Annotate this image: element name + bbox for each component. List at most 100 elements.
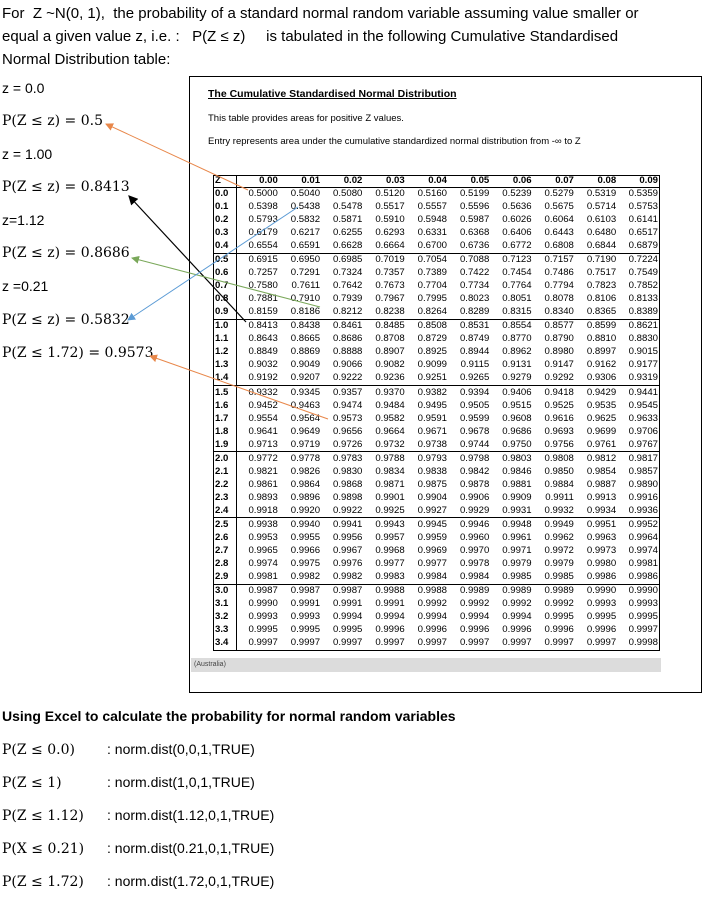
table-cell: 0.8438 [290,320,321,332]
table-cell: 0.9996 [375,624,405,636]
table-cell: 0.9370 [375,386,405,398]
table-cell: 0.9798 [459,452,490,464]
table-row: 2.3 0.9893 0.9896 0.9898 0.9901 0.9904 0.9906 0… [213,491,660,505]
table-cell: 0.8729 [417,333,447,345]
z-table: Z 0.00 0.01 0.02 0.03 0.04 0.05 0.06 0.07 0.08 0.0… [213,175,660,651]
table-cell: 0.9599 [459,412,490,424]
table-cell: 0.9993 [248,611,278,623]
table-cell: 0.9826 [290,465,321,477]
table-cell: 0.9936 [617,504,660,519]
excel-row: P(Z ≤ 1.12): norm.dist(1.12,0,1,TRUE) [2,807,274,824]
z-row-label: 1.1 [213,332,237,346]
table-cell: 0.8708 [375,333,405,345]
table-row: 2.5 0.9938 0.9940 0.9941 0.9943 0.9945 0.9946 0… [213,517,660,532]
table-cell: 0.9015 [628,346,658,358]
table-cell: 0.9406 [502,386,532,398]
table-cell: 0.9871 [375,478,405,490]
table-cell: 0.5714 [586,201,617,213]
table-cell: 0.5871 [333,214,363,226]
table-cell: 0.9959 [417,531,447,543]
table-cell: 0.5793 [248,214,278,226]
table-cell: 0.8869 [290,346,321,358]
table-cell: 0.9920 [278,504,322,519]
excel-formula: : norm.dist(1,0,1,TRUE) [107,774,255,790]
table-cell: 0.8749 [459,333,490,345]
table-cell: 0.9147 [544,359,574,371]
table-cell: 0.9985 [532,570,575,585]
table-cell: 0.6554 [236,239,279,254]
intro-paragraph: For Z ~N(0, 1), the probability of a sta… [2,2,702,71]
table-cell: 0.9625 [586,412,617,424]
table-cell: 0.9756 [532,438,575,453]
label-z-0: z = 0.0 [2,80,45,96]
table-cell: 0.9956 [333,531,363,543]
table-cell: 0.5675 [544,201,574,213]
table-cell: 0.5080 [333,188,363,200]
table-cell: 0.8508 [417,320,447,332]
table-cell: 0.8340 [532,305,575,320]
table-row: 0.6 0.7257 0.7291 0.7324 0.7357 0.7389 0.7422 0… [213,266,660,280]
z-row-label: 0.4 [213,239,237,254]
z-row-label: 0.8 [213,292,237,306]
table-cell: 0.8264 [405,305,448,320]
table-row: 2.7 0.9965 0.9966 0.9967 0.9968 0.9969 0.9970 0… [213,544,660,558]
table-cell: 0.9884 [544,478,574,490]
label-z-1-12: z=1.12 [2,212,45,228]
table-cell: 0.9995 [248,624,278,636]
table-cell: 0.9292 [532,371,575,387]
table-cell: 0.9904 [417,491,447,503]
table-cell: 0.8830 [628,333,658,345]
table-cell: 0.9989 [502,585,532,597]
table-cell: 0.9996 [417,624,447,636]
table-cell: 0.9995 [628,611,658,623]
z-row-label: 0.0 [213,187,237,201]
table-cell: 0.9878 [459,478,490,490]
table-cell: 0.9854 [586,465,617,477]
table-cell: 0.9995 [586,611,617,623]
table-cell: 0.9875 [417,478,447,490]
table-cell: 0.9251 [405,371,448,387]
table-cell: 0.9949 [544,518,574,530]
table-cell: 0.6664 [363,239,406,254]
table-cell: 0.9582 [375,412,405,424]
table-cell: 0.9992 [544,598,574,610]
table-cell: 0.5279 [544,188,574,200]
table-cell: 0.8665 [290,333,321,345]
table-cell: 0.6915 [248,254,278,266]
table-cell: 0.9994 [459,611,490,623]
table-row: 2.4 0.9918 0.9920 0.9922 0.9925 0.9927 0.9929 0… [213,504,660,519]
table-row: 2.1 0.9821 0.9826 0.9830 0.9834 0.9838 0.9842 0… [213,465,660,479]
table-cell: 0.9957 [375,531,405,543]
table-cell: 0.9898 [333,491,363,503]
table-cell: 0.9995 [333,624,363,636]
table-cell: 0.6591 [278,239,322,254]
z-table-column-header: 0.03 [363,175,406,188]
table-row: 1.1 0.8643 0.8665 0.8686 0.8708 0.8729 0.8749 0… [213,332,660,346]
table-cell: 0.9484 [375,399,405,411]
table-cell: 0.8315 [490,305,533,320]
table-cell: 0.9778 [290,452,321,464]
label-p-0-8413: P(Z ≤ z) = 0.8413 [2,179,130,195]
table-cell: 0.9732 [363,438,406,453]
table-cell: 0.9997 [574,636,618,651]
table-cell: 0.5596 [459,201,490,213]
table-cell: 0.7123 [502,254,532,266]
table-cell: 0.5478 [333,201,363,213]
table-cell: 0.9893 [248,491,278,503]
table-cell: 0.9906 [459,491,490,503]
table-cell: 0.7019 [375,254,405,266]
table-cell: 0.9319 [617,371,660,387]
table-cell: 0.9945 [417,518,447,530]
table-cell: 0.7580 [248,280,278,292]
table-row: 1.7 0.9554 0.9564 0.9573 0.9582 0.9591 0.9599 0… [213,412,660,426]
table-row: 3.2 0.9993 0.9993 0.9994 0.9994 0.9994 0.9994 0… [213,610,660,624]
table-cell: 0.8413 [248,320,278,332]
table-cell: 0.6064 [544,214,574,226]
table-cell: 0.9932 [532,504,575,519]
table-cell: 0.9177 [628,359,658,371]
table-cell: 0.9994 [502,611,532,623]
table-cell: 0.9983 [363,570,406,585]
z-row-label: 1.7 [213,412,237,426]
table-cell: 0.9306 [574,371,618,387]
table-cell: 0.9868 [333,478,363,490]
